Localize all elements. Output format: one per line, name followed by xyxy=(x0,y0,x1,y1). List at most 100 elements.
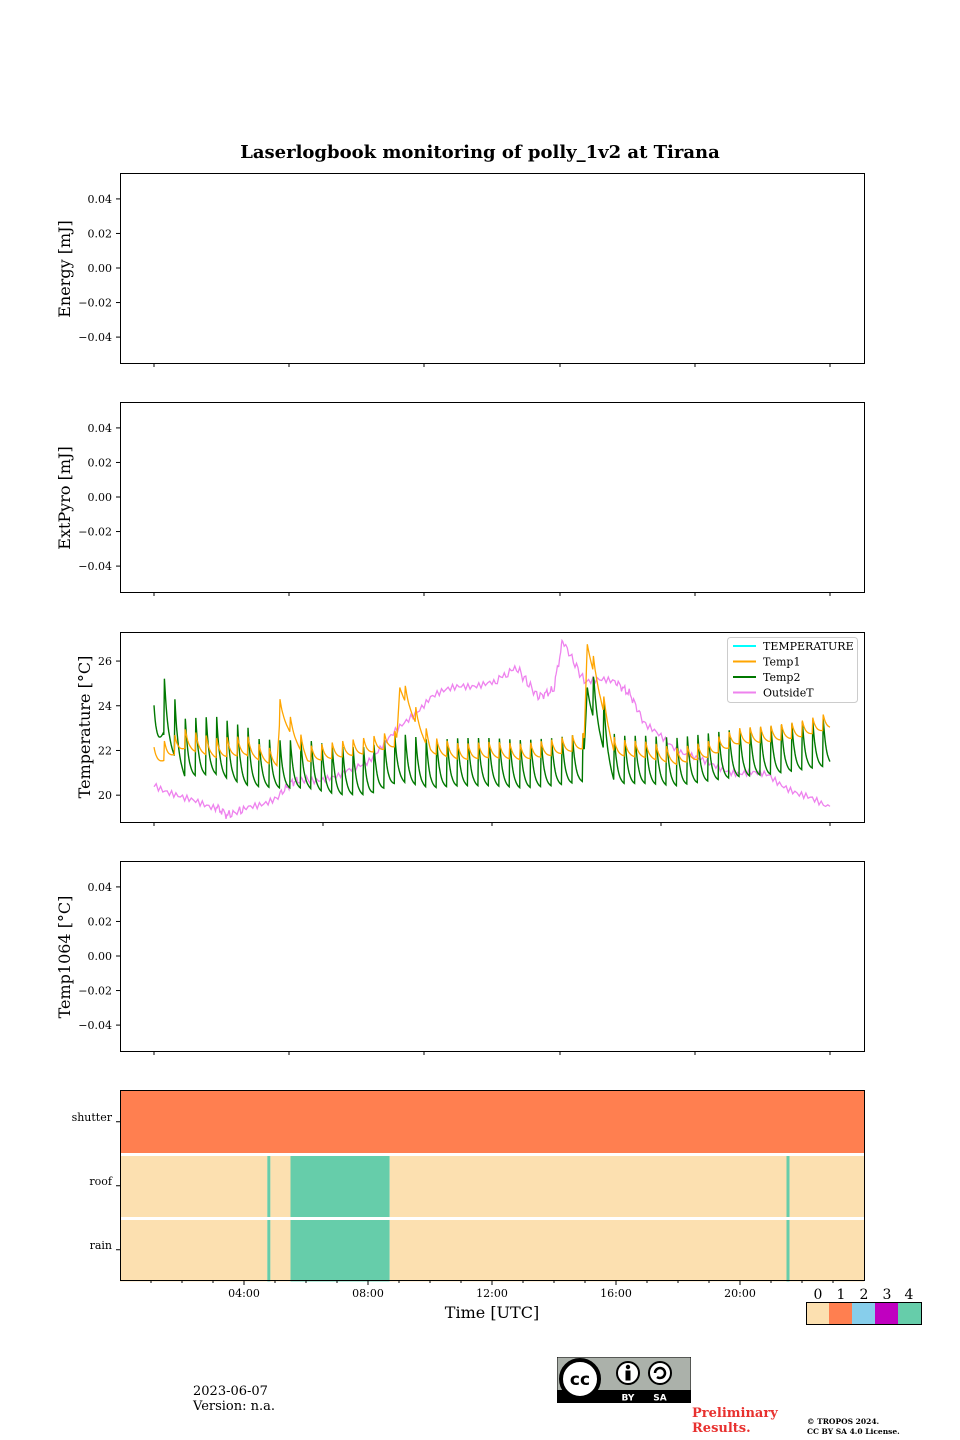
badge-by-label: BY xyxy=(622,1394,635,1404)
footer-date: 2023-06-07 xyxy=(193,1384,268,1399)
copyright-line-1: © TROPOS 2024. xyxy=(807,1417,880,1426)
status-cell xyxy=(120,1090,864,1154)
energy-axes-frame xyxy=(120,173,865,364)
ytick-label: 0.02 xyxy=(88,456,113,469)
ytick-label: 26 xyxy=(98,655,112,668)
ytick-label: 0.04 xyxy=(88,193,113,206)
status-cell xyxy=(389,1155,787,1218)
status-axes-frame xyxy=(120,1090,865,1281)
preliminary-label: Preliminary Results. xyxy=(692,1406,778,1436)
temp1064-yticks: 0.04 0.02 0.00 −0.02 −0.04 xyxy=(78,881,120,1032)
ytick-label: 20 xyxy=(98,789,112,802)
copyright-line-2: CC BY SA 4.0 License. xyxy=(807,1427,900,1436)
colorbar-label: 1 xyxy=(837,1287,846,1303)
status-cell xyxy=(789,1155,864,1218)
ytick-label: 24 xyxy=(98,700,112,713)
ytick-label: −0.02 xyxy=(78,297,112,310)
colorbar-frame xyxy=(806,1302,922,1325)
by-person-icon xyxy=(616,1361,640,1385)
status-row-separator xyxy=(120,1217,864,1220)
ytick-label: 0.04 xyxy=(88,881,113,894)
legend-label: OutsideT xyxy=(763,687,814,700)
colorbar-cell xyxy=(898,1302,921,1325)
series-line-temp1 xyxy=(153,644,831,767)
temperature-yticks: 26 24 22 20 xyxy=(98,655,120,802)
legend-label: Temp1 xyxy=(763,656,800,669)
temperature-ylabel: Temperature [°C] xyxy=(75,656,94,799)
status-panel: shutter roof rain 04:00 08:00 12:00 16:00 20:0… xyxy=(72,1090,865,1322)
temp1064-xticks xyxy=(153,1051,831,1055)
temp1064-axes-frame xyxy=(120,861,865,1052)
extpyro-yticks: 0.04 0.02 0.00 −0.02 −0.04 xyxy=(78,422,120,573)
extpyro-panel: ExtPyro [mJ] 0.04 0.02 0.00 −0.02 −0.04 xyxy=(55,402,865,596)
ytick-label: 0.00 xyxy=(88,950,113,963)
legend-entries: TEMPERATURE Temp1 Temp2 OutsideT xyxy=(733,640,854,700)
status-row-label: roof xyxy=(89,1175,113,1188)
cc-logo-icon: cc xyxy=(559,1358,601,1400)
status-cell xyxy=(267,1219,271,1282)
legend-label: TEMPERATURE xyxy=(763,640,854,653)
svg-text:cc: cc xyxy=(570,1370,590,1390)
copyright-note: © TROPOS 2024. CC BY SA 4.0 License. xyxy=(807,1417,900,1437)
series-line-temp2 xyxy=(153,676,831,796)
xtick-label: 16:00 xyxy=(600,1287,632,1300)
status-cell xyxy=(786,1219,790,1282)
extpyro-xticks xyxy=(153,592,831,596)
colorbar-cell xyxy=(875,1302,898,1325)
colorbar-label: 0 xyxy=(814,1287,823,1303)
badge-sa-label: SA xyxy=(653,1394,666,1404)
status-cell xyxy=(290,1155,390,1218)
sa-share-alike-icon xyxy=(648,1361,672,1385)
x-axis-label: Time [UTC] xyxy=(445,1303,539,1322)
status-cells xyxy=(120,1090,864,1282)
xtick-label: 04:00 xyxy=(228,1287,260,1300)
ytick-label: −0.04 xyxy=(78,560,112,573)
temp1064-ylabel: Temp1064 [°C] xyxy=(55,896,74,1019)
colorbar-cell xyxy=(829,1302,852,1325)
ytick-label: 0.00 xyxy=(88,262,113,275)
legend-box xyxy=(727,637,858,703)
status-cell xyxy=(789,1219,864,1282)
cc-by-sa-badge[interactable]: cc BY SA xyxy=(557,1357,691,1403)
temp1064-panel: Temp1064 [°C] 0.04 0.02 0.00 −0.02 −0.04 xyxy=(55,861,865,1055)
temperature-panel: Temperature [°C] 26 24 22 20 TEMPERATURE Tem… xyxy=(75,632,865,826)
status-cell xyxy=(290,1219,390,1282)
ytick-label: −0.04 xyxy=(78,331,112,344)
ytick-label: −0.02 xyxy=(78,526,112,539)
temperature-lines xyxy=(153,638,831,820)
legend: TEMPERATURE Temp1 Temp2 OutsideT xyxy=(727,637,858,703)
status-cell xyxy=(786,1155,790,1218)
ytick-label: −0.04 xyxy=(78,1019,112,1032)
energy-xticks xyxy=(153,363,831,367)
xtick-label: 12:00 xyxy=(476,1287,508,1300)
status-xticks: 04:00 08:00 12:00 16:00 20:00 xyxy=(150,1281,834,1300)
status-row-label: shutter xyxy=(72,1111,113,1124)
energy-ylabel: Energy [mJ] xyxy=(55,220,74,318)
xtick-label: 08:00 xyxy=(352,1287,384,1300)
colorbar-cell xyxy=(852,1302,875,1325)
ytick-label: 0.04 xyxy=(88,422,113,435)
temperature-xticks xyxy=(153,822,831,826)
extpyro-ylabel: ExtPyro [mJ] xyxy=(55,446,74,549)
ytick-label: 22 xyxy=(98,744,112,757)
xtick-label: 20:00 xyxy=(724,1287,756,1300)
extpyro-axes-frame xyxy=(120,402,865,593)
status-cell xyxy=(270,1155,291,1218)
legend-label: Temp2 xyxy=(763,671,800,684)
status-row-separator xyxy=(120,1153,864,1156)
energy-yticks: 0.04 0.02 0.00 −0.02 −0.04 xyxy=(78,193,120,344)
status-cell xyxy=(267,1155,271,1218)
colorbar-cell xyxy=(806,1302,829,1325)
energy-panel: Energy [mJ] 0.04 0.02 0.00 −0.02 −0.04 xyxy=(55,173,865,367)
status-row-label: rain xyxy=(90,1239,112,1252)
ytick-label: −0.02 xyxy=(78,985,112,998)
ytick-label: 0.02 xyxy=(88,915,113,928)
status-row-labels: shutter roof rain xyxy=(72,1111,120,1252)
ytick-label: 0.00 xyxy=(88,491,113,504)
status-cell xyxy=(120,1155,268,1218)
status-cell xyxy=(389,1219,787,1282)
ytick-label: 0.02 xyxy=(88,227,113,240)
status-cell xyxy=(270,1219,291,1282)
